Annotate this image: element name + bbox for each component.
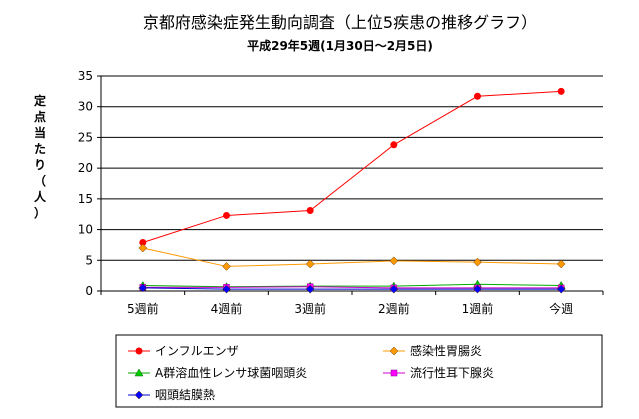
data-point xyxy=(389,284,399,294)
series-インフルエンザ xyxy=(139,87,565,246)
y-tick-label: 25 xyxy=(78,130,93,144)
legend-item: 流行性耳下腺炎 xyxy=(383,366,494,380)
series-line xyxy=(142,286,562,289)
y-tick-label: 30 xyxy=(78,100,93,114)
legend-label: 流行性耳下腺炎 xyxy=(410,366,494,380)
y-axis-label-char: 定 xyxy=(34,93,46,108)
x-tick-label: 2週前 xyxy=(378,301,410,316)
grid xyxy=(101,75,603,261)
y-axis-label-char: 人 xyxy=(34,189,47,204)
series xyxy=(138,87,566,294)
data-point xyxy=(557,87,565,95)
legend-item: A群溶血性レンサ球菌咽頭炎 xyxy=(128,365,307,380)
series-感染性胃腸炎 xyxy=(138,243,566,271)
y-axis-label-char: （ xyxy=(34,173,46,188)
data-point xyxy=(305,284,315,294)
x-tick-label: 今週 xyxy=(549,301,573,316)
data-point xyxy=(390,141,398,149)
data-point xyxy=(222,262,231,271)
chart-title: 京都府感染症発生動向調査（上位5疾患の推移グラフ） xyxy=(143,13,537,32)
data-point xyxy=(389,346,399,356)
legend-label: A群溶血性レンサ球菌咽頭炎 xyxy=(155,365,307,380)
data-point xyxy=(138,283,148,293)
y-tick-label: 5 xyxy=(85,253,93,267)
x-tick-label: 3週前 xyxy=(294,301,326,316)
data-point xyxy=(134,368,144,377)
data-point xyxy=(474,92,481,100)
data-point xyxy=(473,284,482,294)
data-point xyxy=(556,284,566,294)
data-point xyxy=(135,347,143,355)
data-point xyxy=(223,211,230,219)
legend-item: 感染性胃腸炎 xyxy=(383,343,482,358)
x-tick-label: 4週前 xyxy=(211,301,243,316)
data-point xyxy=(222,284,231,294)
legend-item: 咽頭結膜熱 xyxy=(128,388,215,402)
data-point xyxy=(306,207,314,215)
data-point xyxy=(389,256,399,266)
legend-label: 感染性胃腸炎 xyxy=(410,343,482,358)
series-line xyxy=(142,90,562,243)
y-axis-label-char: た xyxy=(34,142,46,156)
y-axis-label-char: 点 xyxy=(34,109,46,124)
y-tick-label: 10 xyxy=(78,223,93,237)
x-tick-label: 5週前 xyxy=(127,301,159,316)
chart-subtitle: 平成29年5週(1月30日～2月5日) xyxy=(247,38,433,53)
legend-item: インフルエンザ xyxy=(128,344,239,358)
axes: 0 5 10 15 20 25 30 35 5週前 4週前 3週前 2週前 1週前 今週 xyxy=(78,69,604,316)
y-tick-label: 35 xyxy=(78,69,93,83)
y-axis-label-char: り xyxy=(34,158,46,172)
y-axis-label-char: 当 xyxy=(34,125,46,140)
y-tick-label: 15 xyxy=(78,192,93,206)
legend-box xyxy=(115,334,603,408)
series-line xyxy=(142,247,562,267)
data-point xyxy=(138,243,148,253)
data-point xyxy=(305,259,315,269)
data-point xyxy=(556,259,566,269)
y-tick-label: 0 xyxy=(85,284,93,298)
data-point xyxy=(134,390,144,400)
data-point xyxy=(473,257,482,267)
series-咽頭結膜熱 xyxy=(138,283,566,294)
series-line xyxy=(142,287,562,290)
y-axis-label-char: ） xyxy=(34,205,46,220)
legend-label: 咽頭結膜熱 xyxy=(155,388,215,402)
y-tick-label: 20 xyxy=(78,161,93,175)
data-point xyxy=(390,369,398,377)
x-tick-label: 1週前 xyxy=(462,301,494,316)
legend-label: インフルエンザ xyxy=(155,344,239,358)
series-line xyxy=(142,283,562,288)
